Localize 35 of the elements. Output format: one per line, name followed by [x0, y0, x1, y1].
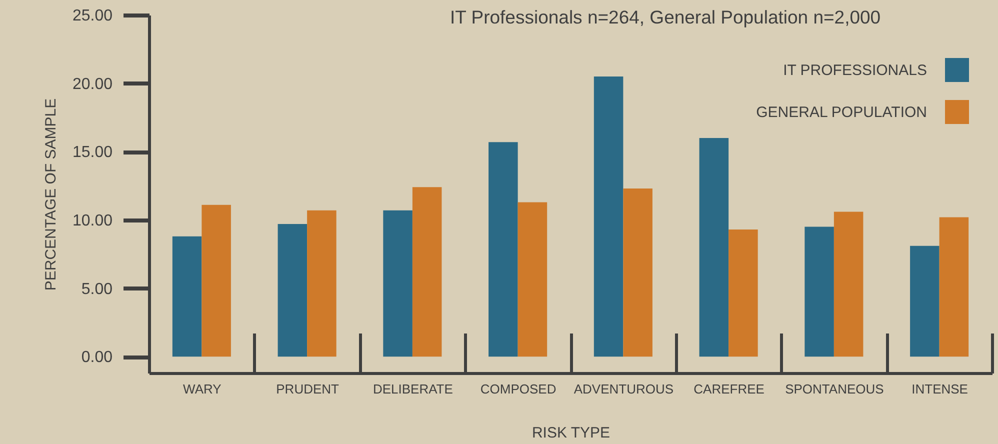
y-tick-label: 10.00: [72, 212, 113, 230]
legend-label: IT PROFESSIONALS: [783, 62, 927, 79]
bar: [202, 204, 231, 357]
x-tick-label: PRUDENT: [276, 382, 340, 396]
x-tick-label: COMPOSED: [480, 382, 556, 396]
bar: [939, 217, 969, 357]
x-tick-label: INTENSE: [912, 382, 968, 396]
bar: [834, 212, 864, 357]
bar: [383, 210, 412, 357]
x-axis-title: RISK TYPE: [532, 424, 610, 442]
legend-label: GENERAL POPULATION: [756, 104, 927, 121]
bar: [594, 76, 624, 357]
bar: [488, 142, 518, 357]
y-tick-label: 25.00: [72, 8, 113, 24]
bar: [728, 230, 758, 357]
y-tick-label: 15.00: [72, 144, 113, 162]
bar: [278, 224, 308, 357]
x-tick-label: WARY: [183, 382, 222, 396]
y-tick-label: 20.00: [72, 76, 113, 93]
bar: [699, 138, 729, 357]
chart-title: IT Professionals n=264, General Population n=2,000: [450, 6, 881, 28]
bar: [518, 202, 548, 357]
bar: [307, 210, 336, 357]
y-tick-label: 5.00: [81, 280, 113, 298]
bar: [910, 246, 940, 357]
x-tick-label: DELIBERATE: [372, 382, 454, 396]
bar: [623, 188, 652, 357]
x-tick-label: ADVENTUROUS: [574, 382, 674, 396]
bar: [172, 236, 202, 357]
x-tick-label: SPONTANEOUS: [785, 382, 884, 396]
bar: [804, 226, 834, 357]
y-axis-title: PERCENTAGE OF SAMPLE: [42, 98, 60, 291]
x-tick-label: CAREFREE: [694, 382, 765, 396]
y-tick-label: 0.00: [81, 349, 113, 366]
bar: [412, 187, 442, 357]
